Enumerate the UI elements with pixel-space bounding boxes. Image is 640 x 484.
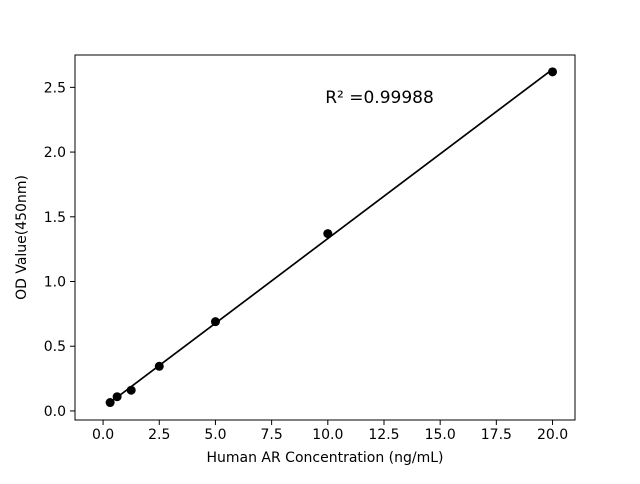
x-tick-label: 2.5 <box>148 427 170 443</box>
x-tick-label: 0.0 <box>92 427 114 443</box>
y-tick-label: 1.0 <box>44 275 66 291</box>
x-tick-label: 20.0 <box>537 427 568 443</box>
x-tick-label: 5.0 <box>204 427 226 443</box>
y-axis-label: OD Value(450nm) <box>14 175 30 300</box>
y-tick-label: 1.5 <box>44 210 66 226</box>
data-point <box>126 385 136 395</box>
x-tick-label: 7.5 <box>260 427 282 443</box>
x-tick-label: 15.0 <box>425 427 456 443</box>
data-point <box>105 398 115 408</box>
y-tick-label: 0.0 <box>44 404 66 420</box>
x-axis-label: Human AR Concentration (ng/mL) <box>206 450 443 466</box>
data-point <box>112 392 122 402</box>
data-point <box>210 317 220 327</box>
plot-area: 0.0 2.5 5.0 7.5 10.0 12.5 15.0 17.5 20.0 0.0 0.5 1.… <box>44 54 576 443</box>
y-tick-label: 2.0 <box>44 145 66 161</box>
x-tick-label: 17.5 <box>481 427 512 443</box>
plot-border <box>74 54 576 421</box>
x-tick-label: 12.5 <box>368 427 399 443</box>
y-tick-label: 0.5 <box>44 339 66 355</box>
y-tick-label: 2.5 <box>44 80 66 96</box>
data-point <box>154 361 164 371</box>
data-point <box>548 67 558 77</box>
r-squared-annotation: R² =0.99988 <box>325 88 434 108</box>
data-point <box>323 229 333 239</box>
x-tick-label: 10.0 <box>312 427 343 443</box>
